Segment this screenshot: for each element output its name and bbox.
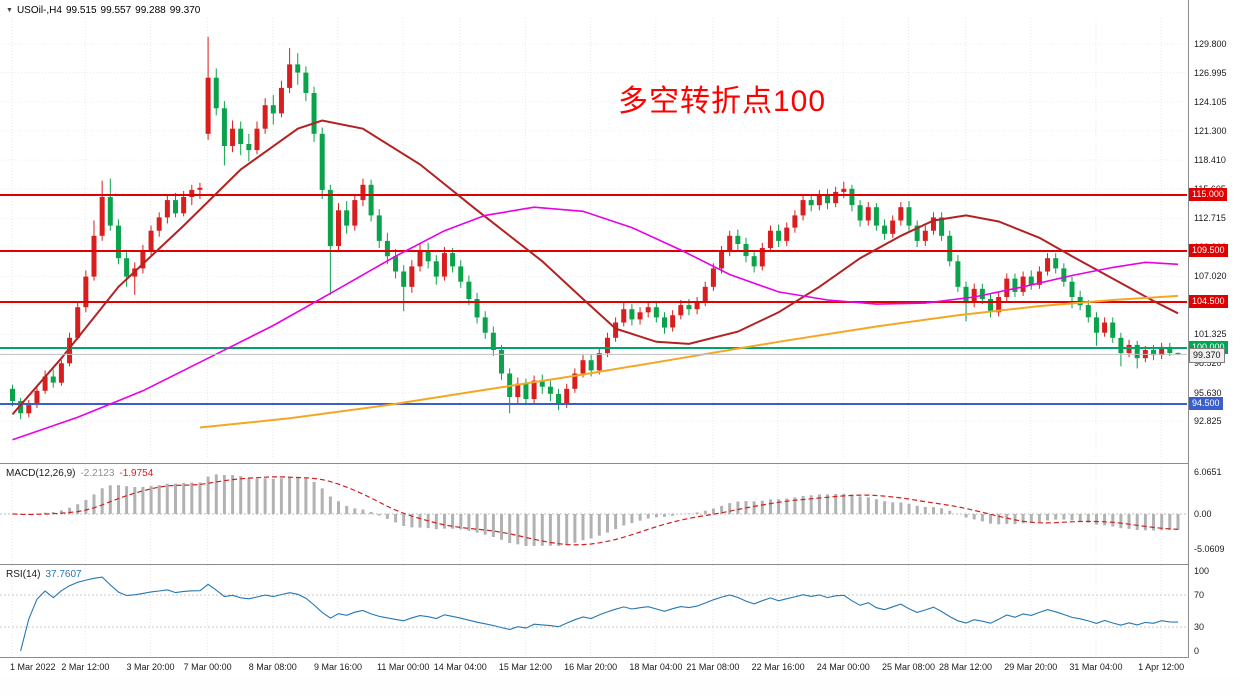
pane-separator[interactable] [0, 463, 1240, 464]
ohlc-high: 99.557 [100, 5, 132, 16]
price-tick: 112.715 [1194, 213, 1226, 224]
pane-separator[interactable] [0, 564, 1240, 565]
ma-long-orange [199, 294, 1179, 429]
price-tick: -5.0609 [1194, 543, 1225, 554]
ohlc-close: 99.370 [169, 5, 201, 16]
price-grid [0, 18, 1187, 458]
time-label: 15 Mar 12:00 [498, 662, 552, 672]
rsi-label: RSI(14) 37.7607 [6, 569, 87, 580]
time-label: 21 Mar 08:00 [686, 662, 740, 672]
price-tick: 100 [1194, 566, 1210, 576]
price-tick: 0 [1194, 646, 1200, 656]
symbol-timeframe-label: USOil-,H4 [16, 5, 62, 16]
time-label: 8 Mar 08:00 [248, 662, 297, 672]
macd-signal-line [12, 476, 1179, 546]
price-tick: 0.00 [1194, 509, 1212, 519]
price-chart[interactable] [0, 0, 1240, 463]
price-tick: 30 [1194, 622, 1205, 632]
macd-value-main: -2.2123 [80, 468, 115, 479]
price-tick: 6.0651 [1194, 467, 1222, 478]
time-label: 31 Mar 04:00 [1069, 662, 1123, 672]
axis-top-border [0, 657, 1240, 658]
time-label: 2 Mar 12:00 [61, 662, 110, 672]
price-line-badge: 104.500 [1189, 295, 1228, 309]
time-label: 25 Mar 08:00 [881, 662, 936, 672]
macd-indicator-chart[interactable] [0, 464, 1240, 564]
horizontal-lines-layer[interactable] [0, 193, 1187, 406]
candles-layer [10, 36, 1181, 420]
time-label: 14 Mar 04:00 [433, 662, 487, 672]
time-label: 7 Mar 00:00 [183, 662, 232, 672]
price-tick: 101.325 [1194, 329, 1227, 340]
moving-averages-layer [11, 119, 1179, 441]
price-tick: 118.410 [1194, 155, 1226, 166]
chart-header: ▼ USOil-,H4 99.515 99.557 99.288 99.370 [6, 5, 204, 16]
macd-histogram [19, 474, 1180, 546]
ma-mid-magenta [12, 206, 1179, 441]
time-label: 29 Mar 20:00 [1004, 662, 1058, 672]
price-axis[interactable]: 129.800126.995124.105121.300118.410115.6… [1188, 0, 1240, 658]
price-tick: 129.800 [1194, 39, 1227, 49]
price-line-badge: 109.500 [1189, 244, 1228, 258]
time-label: 3 Mar 20:00 [126, 662, 175, 672]
ohlc-open: 99.515 [65, 5, 97, 16]
time-label: 1 Mar 2022 [10, 662, 56, 672]
price-tick: 124.105 [1194, 97, 1227, 108]
bottom-strip [0, 677, 1240, 696]
price-tick: 92.825 [1194, 416, 1222, 427]
price-tick: 95.630 [1194, 387, 1222, 398]
current-price-badge: 99.370 [1189, 347, 1225, 363]
time-label: 18 Mar 04:00 [629, 662, 683, 672]
ohlc-low: 99.288 [135, 5, 166, 16]
macd-value-signal: -1.9754 [119, 468, 154, 479]
time-label: 28 Mar 12:00 [939, 662, 993, 672]
rsi-value: 37.7607 [45, 569, 82, 580]
price-tick: 126.995 [1194, 67, 1227, 78]
time-label: 16 Mar 20:00 [564, 662, 618, 672]
price-tick: 70 [1194, 590, 1205, 600]
price-line-badge: 115.000 [1189, 187, 1227, 201]
time-label: 22 Mar 16:00 [751, 662, 805, 672]
rsi-title: RSI(14) [6, 569, 41, 580]
time-label: 11 Mar 00:00 [377, 662, 430, 672]
ma-slow-darkred [11, 119, 1179, 415]
rsi-indicator-chart[interactable] [0, 565, 1240, 657]
oneclick-expand-icon[interactable]: ▼ [6, 7, 13, 14]
time-axis[interactable]: 1 Mar 2022 2 Mar 12:00 3 Mar 20:00 7 Mar 00… [0, 659, 1240, 676]
price-line-badge: 94.500 [1189, 397, 1223, 411]
chart-annotation-text[interactable]: 多空转折点100 [618, 85, 827, 118]
price-tick: 98.520 [1194, 358, 1222, 369]
macd-title: MACD(12,26,9) [6, 468, 76, 479]
time-label: 24 Mar 00:00 [816, 662, 870, 672]
time-label: 9 Mar 16:00 [313, 662, 363, 672]
price-tick: 121.300 [1194, 125, 1227, 136]
macd-label: MACD(12,26,9) -2.2123 -1.9754 [6, 468, 158, 479]
rsi-line [20, 576, 1179, 652]
time-label: 1 Apr 12:00 [1138, 662, 1185, 672]
price-tick: 107.020 [1194, 271, 1227, 282]
